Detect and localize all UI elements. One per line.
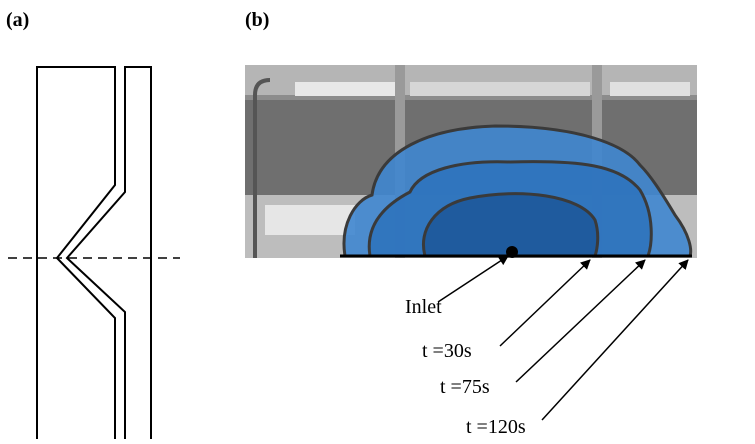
annotation: t =75s: [440, 376, 490, 398]
panel-label: (a): [6, 9, 29, 31]
annotation: Inlet: [405, 296, 442, 318]
panel-label: (b): [245, 9, 269, 31]
annotation: t =30s: [422, 340, 472, 362]
channel-sketch: [8, 67, 180, 439]
page: {"panel_a": {"label": "(a)"}, "panel_b":…: [0, 0, 755, 439]
annotation: t =120s: [466, 416, 526, 438]
figure: (a) (b) Inlet t =30s t =75s t =120s: [0, 0, 755, 439]
